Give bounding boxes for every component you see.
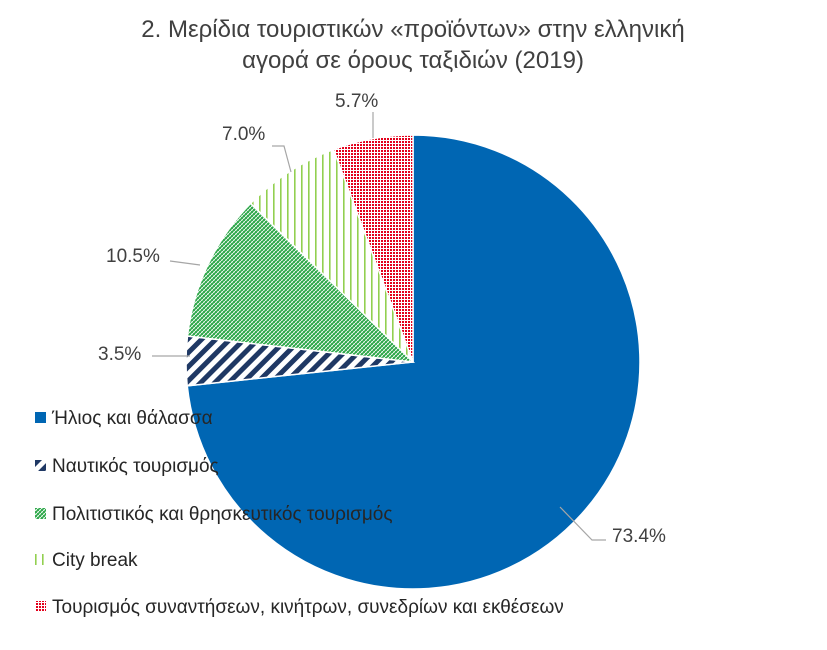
legend-label-nautical: Ναυτικός τουρισμός [52,456,219,477]
data-label-city-break: 7.0% [222,124,265,145]
pie-slices [185,134,641,590]
legend-item-cultural-religious: Πολιτιστικός και θρησκευτικός τουρισμός [35,504,393,525]
data-label-sun-and-sea: 73.4% [612,526,666,547]
legend-swatch-mice [35,601,46,612]
legend-item-sun-and-sea: Ήλιος και θάλασσα [35,408,213,429]
legend-label-cultural-religious: Πολιτιστικός και θρησκευτικός τουρισμός [52,504,393,525]
leader-line-sun-and-sea [559,506,606,541]
legend-swatch-city-break [35,554,46,565]
legend-swatch-sun-and-sea [35,412,46,423]
legend-swatch-nautical [35,460,46,471]
legend-swatch-cultural-religious [35,508,46,519]
legend-label-sun-and-sea: Ήλιος και θάλασσα [51,408,213,429]
pie-slice-mice [332,134,414,363]
chart-title-line-1: 2. Μερίδια τουριστικών «προϊόντων» στην … [141,16,684,43]
legend-label-city-break: City break [52,550,138,571]
legend: Ήλιος και θάλασσα Ναυτικός τουρισμός Πολ… [35,408,564,618]
legend-item-nautical: Ναυτικός τουρισμός [35,456,219,477]
legend-item-city-break: City break [35,550,138,571]
data-label-mice: 5.7% [335,91,378,112]
legend-item-mice: Τουρισμός συναντήσεων, κινήτρων, συνεδρί… [35,597,564,618]
data-label-cultural-religious: 10.5% [106,246,160,267]
legend-label-mice: Τουρισμός συναντήσεων, κινήτρων, συνεδρί… [52,597,564,618]
label-leader-lines [152,112,606,541]
data-label-nautical: 3.5% [98,344,141,365]
leader-line-cultural-religious [169,260,201,266]
chart-title-line-2: αγορά σε όρους ταξιδιών (2019) [242,47,584,74]
pie-slice-cultural-religious [186,202,416,363]
leader-line-city-break [272,145,292,173]
